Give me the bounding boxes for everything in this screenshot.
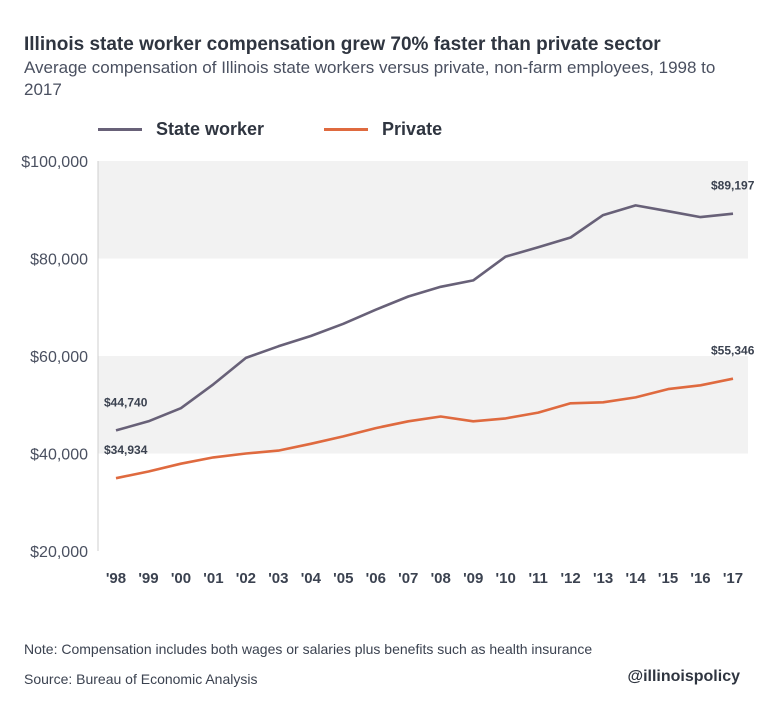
y-tick-label: $40,000 <box>30 447 88 464</box>
legend-swatch-state-worker <box>98 128 142 131</box>
data-label: $89,197 <box>711 179 755 193</box>
x-tick-label: '15 <box>658 570 678 587</box>
x-tick-label: '02 <box>236 570 256 587</box>
x-tick-label: '05 <box>333 570 353 587</box>
x-tick-label: '08 <box>431 570 451 587</box>
chart-subtitle: Average compensation of Illinois state w… <box>24 58 716 99</box>
twitter-handle: @illinoispolicy <box>627 668 740 685</box>
x-tick-label: '17 <box>723 570 743 587</box>
x-tick-label: '04 <box>301 570 322 587</box>
legend-item-state-worker: State worker <box>98 119 264 140</box>
series-line-state-worker <box>115 204 734 432</box>
x-tick-label: '16 <box>690 570 710 587</box>
x-tick-label: '10 <box>496 570 516 587</box>
legend: State worker Private <box>98 119 442 140</box>
y-tick-label: $100,000 <box>21 154 88 171</box>
x-tick-label: '09 <box>463 570 483 587</box>
x-tick-label: '11 <box>528 570 547 587</box>
legend-label-private: Private <box>382 119 443 139</box>
chart-title: Illinois state worker compensation grew … <box>24 34 661 55</box>
x-tick-label: '99 <box>138 570 158 587</box>
y-tick-label: $80,000 <box>30 252 88 269</box>
x-tick-label: '14 <box>625 570 646 587</box>
legend-swatch-private <box>324 128 369 131</box>
x-tick-label: '01 <box>203 570 223 587</box>
x-tick-label: '98 <box>106 570 126 587</box>
x-tick-label: '12 <box>560 570 580 587</box>
x-tick-label: '00 <box>171 570 191 587</box>
y-tick-label: $20,000 <box>30 544 88 561</box>
shaded-band-0 <box>98 356 748 454</box>
series-line-private <box>115 377 734 480</box>
x-tick-label: '13 <box>593 570 613 587</box>
source: Source: Bureau of Economic Analysis <box>24 671 258 687</box>
x-tick-label: '06 <box>366 570 386 587</box>
x-tick-label: '07 <box>398 570 418 587</box>
shaded-band-1 <box>98 161 748 259</box>
x-tick-label: '03 <box>268 570 288 587</box>
note: Note: Compensation includes both wages o… <box>24 641 593 657</box>
data-label: $44,740 <box>104 395 148 409</box>
legend-label-state-worker: State worker <box>156 119 265 139</box>
data-label: $34,934 <box>104 443 148 457</box>
legend-item-private: Private <box>324 119 442 140</box>
data-label: $55,346 <box>711 344 755 358</box>
y-tick-label: $60,000 <box>30 349 88 366</box>
